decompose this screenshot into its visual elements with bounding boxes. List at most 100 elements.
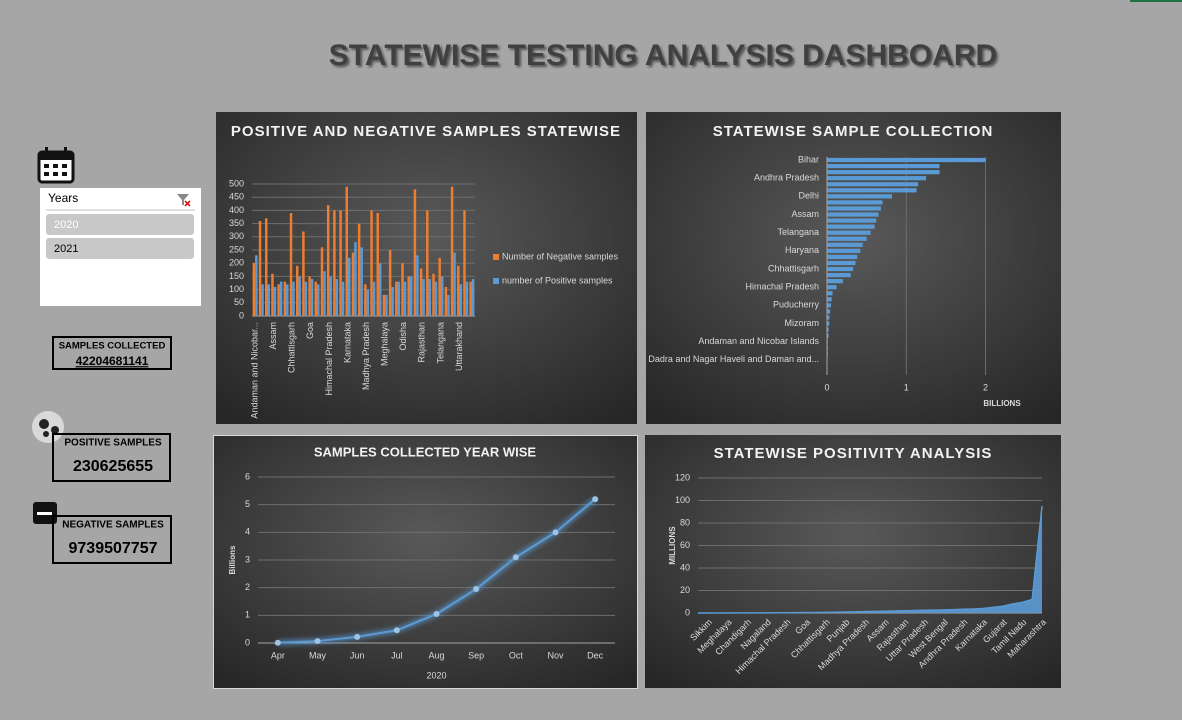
bar [252, 263, 256, 316]
y-tick-label: Haryana [785, 245, 819, 255]
bar [261, 284, 264, 316]
bar [339, 210, 342, 316]
legend-label: Number of Negative samples [502, 251, 619, 261]
bar [378, 263, 382, 316]
point [512, 554, 519, 561]
chart-title: STATEWISE POSITIVITY ANALYSIS [714, 445, 993, 462]
bar [317, 284, 320, 316]
y-tick-label: Telangana [777, 227, 819, 237]
kpi-value: 42204681141 [76, 354, 149, 368]
bar [409, 276, 413, 316]
kpi-value: 230625655 [73, 458, 153, 475]
bar [827, 315, 830, 320]
bar [827, 248, 861, 253]
dashboard-title: STATEWISE TESTING ANALYSIS DASHBOARD [329, 39, 997, 72]
y-tick-label: 250 [229, 244, 244, 254]
virus-icon [32, 411, 64, 443]
y-tick-label: 40 [680, 562, 690, 572]
bar [827, 224, 875, 229]
bar [827, 194, 893, 199]
bar [370, 210, 373, 316]
y-tick-label: 400 [229, 205, 244, 215]
y-tick-label: Mizoram [784, 318, 819, 328]
bar [351, 252, 355, 316]
point [473, 586, 480, 593]
bar [366, 289, 370, 316]
x-tick-label: Oct [509, 650, 524, 660]
bar [453, 252, 456, 316]
y-tick-label: 20 [680, 585, 690, 595]
bar [827, 230, 871, 235]
bar [444, 286, 448, 316]
bar [341, 281, 345, 316]
area-line [697, 506, 1043, 614]
bar [432, 273, 435, 316]
bar [827, 333, 829, 338]
bar [827, 321, 830, 326]
clear-filter-icon[interactable] [177, 194, 191, 207]
bar [827, 200, 883, 205]
bar [360, 247, 363, 316]
bar [403, 281, 407, 316]
bar [265, 218, 268, 316]
chart-title: POSITIVE AND NEGATIVE SAMPLES STATEWISE [231, 123, 621, 140]
legend-swatch [493, 254, 499, 260]
bar [333, 210, 336, 316]
bar [320, 247, 324, 316]
bar [440, 276, 444, 316]
y-tick-label: 120 [675, 472, 690, 482]
point [552, 529, 559, 536]
bar [413, 189, 417, 316]
bar [258, 220, 262, 316]
y-tick-label: 300 [229, 231, 244, 241]
bar [298, 276, 301, 316]
y-tick-label: Delhi [798, 191, 819, 201]
slicer-title: Years [48, 191, 78, 205]
x-tick-label: Jul [391, 650, 403, 660]
bar [391, 286, 394, 316]
bar [459, 284, 462, 316]
slicer-item-label[interactable]: 2020 [54, 219, 78, 231]
bar [348, 257, 351, 316]
bar [422, 279, 425, 316]
bar [827, 236, 867, 241]
y-tick-label: 5 [245, 499, 250, 509]
y-tick-label: Puducherry [773, 300, 820, 310]
bar [450, 186, 454, 316]
bar [255, 255, 258, 316]
bar [302, 231, 305, 316]
x-tick-label: 1 [904, 382, 909, 392]
y-tick-label: 4 [245, 527, 250, 537]
bar [401, 263, 404, 316]
slicer-item-label[interactable]: 2021 [54, 243, 78, 255]
panel [645, 435, 1061, 688]
y-tick-label: Bihar [798, 154, 819, 164]
bar [335, 279, 339, 316]
x-tick-label: Sep [468, 650, 484, 660]
corner-accent [1130, 0, 1182, 2]
bar [827, 157, 986, 163]
slicer-item[interactable] [46, 214, 194, 235]
bar [407, 276, 410, 316]
bar [463, 210, 466, 316]
bar [345, 186, 349, 316]
bar [329, 276, 332, 316]
y-tick-label: 80 [680, 517, 690, 527]
calendar-icon [37, 147, 75, 184]
bar [323, 271, 326, 316]
bar [827, 170, 940, 175]
slicer-item[interactable] [46, 238, 194, 259]
y-tick-label: 100 [675, 495, 690, 505]
kpi-label: SAMPLES COLLECTED [59, 341, 166, 352]
bar [314, 281, 318, 316]
point [433, 610, 440, 617]
y-tick-label: 0 [685, 607, 690, 617]
x-tick-label: Telangana [435, 322, 445, 364]
x-tick-label: Apr [271, 650, 285, 660]
bar [827, 176, 927, 181]
x-axis-label: BILLIONS [983, 399, 1021, 408]
bar [286, 284, 289, 316]
kpi-negative: NEGATIVE SAMPLES 9739507757 [52, 515, 172, 564]
y-tick-label: Andaman and Nicobar Islands [698, 336, 819, 346]
bar [292, 281, 295, 316]
